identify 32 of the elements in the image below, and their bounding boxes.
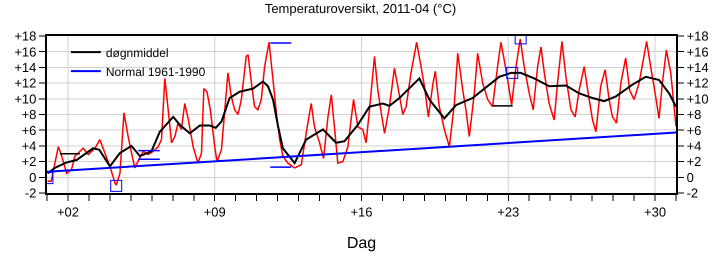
- y-tick-label: +2: [22, 154, 36, 170]
- y-tick-label: +10: [14, 91, 36, 106]
- y2-tick-label: +16: [686, 44, 709, 60]
- y2-tick-label: +14: [686, 60, 709, 75]
- y2-tick-label: +18: [686, 28, 709, 44]
- y-tick-label: +16: [14, 44, 36, 60]
- y-tick-label: +6: [22, 122, 36, 138]
- x-tick-label: +09: [204, 204, 226, 220]
- legend-label: Normal 1961-1990: [106, 64, 206, 79]
- legend-label: døgnmiddel: [106, 46, 169, 60]
- y2-tick-label: -2: [686, 186, 698, 201]
- y2-tick-label: +6: [686, 122, 702, 138]
- y-tick-label: 0: [29, 170, 36, 185]
- y-tick-label: +4: [22, 138, 36, 154]
- x-tick-label: +16: [350, 204, 373, 220]
- y2-tick-label: +12: [686, 76, 709, 91]
- y-tick-label: +8: [22, 107, 36, 122]
- y-tick-label: -2: [24, 186, 36, 201]
- y-tick-label: +12: [14, 76, 36, 91]
- y2-tick-label: +2: [686, 154, 702, 170]
- y-tick-label: +14: [14, 60, 36, 75]
- x-tick-label: +02: [56, 204, 79, 220]
- y2-tick-label: +8: [686, 107, 702, 122]
- x-axis-title: Dag: [346, 234, 376, 252]
- point: [506, 66, 518, 79]
- x-tick-label: +30: [644, 204, 666, 220]
- x-tick-label: +23: [497, 204, 520, 220]
- chart-title: Temperaturoversikt, 2011-04 (°C): [264, 1, 456, 16]
- y2-tick-label: +10: [686, 91, 709, 106]
- y-tick-label: +18: [14, 28, 36, 44]
- y2-tick-label: +4: [686, 138, 702, 154]
- y2-tick-label: 0: [686, 170, 694, 185]
